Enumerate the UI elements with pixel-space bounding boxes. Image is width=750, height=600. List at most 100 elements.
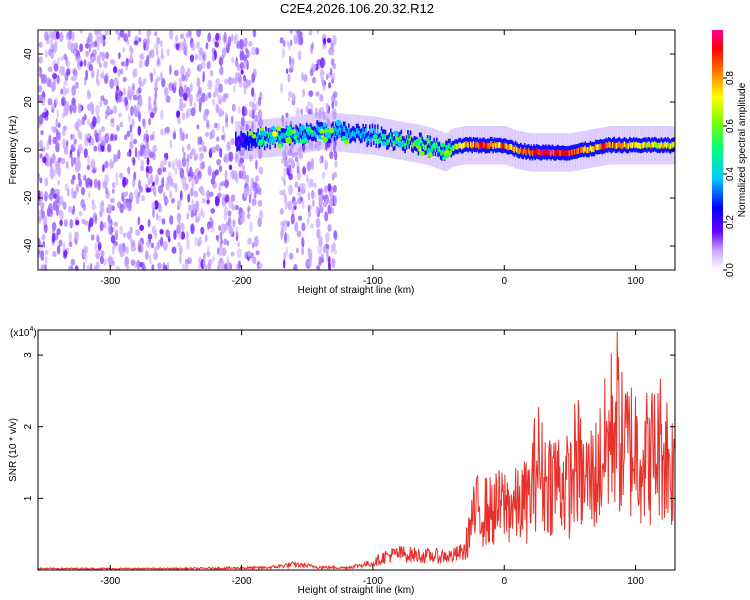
heatmap-cell xyxy=(230,138,235,146)
heatmap-cell xyxy=(471,143,473,149)
heatmap-cell xyxy=(160,236,164,247)
heatmap-cell xyxy=(154,103,157,115)
heatmap-cell xyxy=(383,133,385,140)
heatmap-cell xyxy=(102,164,105,173)
heatmap-cell xyxy=(220,237,223,245)
heatmap-cell xyxy=(245,174,250,185)
heatmap-cell xyxy=(240,69,244,75)
heatmap-cell xyxy=(80,186,86,196)
heatmap-cell xyxy=(644,141,647,148)
heatmap-cell xyxy=(297,190,302,198)
heatmap-cell xyxy=(117,149,121,160)
heatmap-cell xyxy=(297,215,303,221)
heatmap-cell xyxy=(583,147,585,154)
heatmap-cell xyxy=(165,95,171,103)
heatmap-cell xyxy=(483,141,485,148)
heatmap-cell xyxy=(295,30,300,34)
heatmap-cell xyxy=(150,242,155,249)
heatmap-cell xyxy=(40,250,45,261)
heatmap-cell xyxy=(127,113,131,123)
heatmap-cell xyxy=(129,53,133,62)
heatmap-cell xyxy=(223,131,226,143)
heatmap-cell xyxy=(202,51,207,62)
heatmap-cell xyxy=(413,140,416,147)
heatmap-cell xyxy=(441,150,443,157)
heatmap-cell xyxy=(154,31,158,37)
heatmap-cell xyxy=(224,194,230,203)
heatmap-cell xyxy=(187,193,191,203)
heatmap-cell xyxy=(193,153,199,161)
heatmap-cell xyxy=(62,201,67,210)
heatmap-cell xyxy=(365,128,367,135)
heatmap-cell xyxy=(114,229,119,241)
heatmap-cell xyxy=(156,76,161,82)
heatmap-cell xyxy=(185,183,189,190)
heatmap-cell xyxy=(138,37,142,43)
heatmap-cell xyxy=(172,131,177,140)
heatmap-cell xyxy=(205,109,210,116)
heatmap-cell xyxy=(282,149,287,160)
heatmap-cell xyxy=(88,221,91,233)
heatmap-cell xyxy=(654,141,656,147)
heatmap-cell xyxy=(319,126,321,133)
heatmap-cell xyxy=(287,90,293,98)
heatmap-cell xyxy=(308,30,313,36)
heatmap-cell xyxy=(141,195,146,202)
heatmap-cell xyxy=(306,217,310,226)
heatmap-cell xyxy=(248,193,252,204)
heatmap-cell xyxy=(311,191,316,199)
heatmap-cell xyxy=(319,57,325,69)
heatmap-cell xyxy=(279,133,284,137)
heatmap-cell xyxy=(56,74,60,85)
heatmap-cell xyxy=(53,76,57,86)
heatmap-cell xyxy=(449,143,451,149)
heatmap-cell xyxy=(103,258,107,266)
heatmap-cell xyxy=(256,136,258,143)
heatmap-cell xyxy=(68,231,73,242)
heatmap-cell xyxy=(346,133,349,139)
heatmap-cell xyxy=(195,217,200,223)
heatmap-cell xyxy=(39,177,43,184)
heatmap-cell xyxy=(223,153,229,164)
heatmap-cell xyxy=(290,159,295,168)
heatmap-cell xyxy=(86,90,91,100)
heatmap-cell xyxy=(576,148,579,155)
heatmap-cell xyxy=(239,149,245,157)
heatmap-cell xyxy=(38,198,42,206)
heatmap-cell xyxy=(59,56,65,62)
heatmap-cell xyxy=(324,160,328,171)
heatmap-cell xyxy=(334,249,337,255)
heatmap-cell xyxy=(180,41,184,51)
heatmap-cell xyxy=(659,143,661,149)
heatmap-cell xyxy=(67,188,70,197)
heatmap-cell xyxy=(205,42,209,50)
heatmap-cell xyxy=(162,240,168,251)
heatmap-cell xyxy=(77,55,82,63)
heatmap-cell xyxy=(71,97,76,106)
heatmap-cell xyxy=(219,231,223,239)
heatmap-cell xyxy=(177,230,183,240)
heatmap-cell xyxy=(388,137,391,143)
heatmap-cell xyxy=(122,176,127,188)
heatmap-cell xyxy=(129,140,134,150)
heatmap-cell xyxy=(122,76,127,83)
heatmap-cell xyxy=(44,191,48,200)
heatmap-cell xyxy=(543,149,546,156)
heatmap-cell xyxy=(242,137,245,143)
heatmap-cell xyxy=(212,98,216,107)
heatmap-cell xyxy=(44,255,48,267)
heatmap-cell xyxy=(450,147,452,154)
heatmap-cell xyxy=(210,208,216,214)
heatmap-cell xyxy=(573,148,576,155)
heatmap-cell xyxy=(232,203,235,211)
heatmap-cell xyxy=(143,133,148,140)
heatmap-cell xyxy=(293,35,299,45)
y-tick-label: 3 xyxy=(23,352,34,358)
heatmap-cell xyxy=(447,150,453,156)
heatmap-cell xyxy=(224,40,229,49)
heatmap-cell xyxy=(545,148,547,155)
heatmap-cell xyxy=(288,184,293,196)
heatmap-cell xyxy=(87,177,91,184)
heatmap-cell xyxy=(233,34,237,44)
heatmap-cell xyxy=(224,112,228,119)
